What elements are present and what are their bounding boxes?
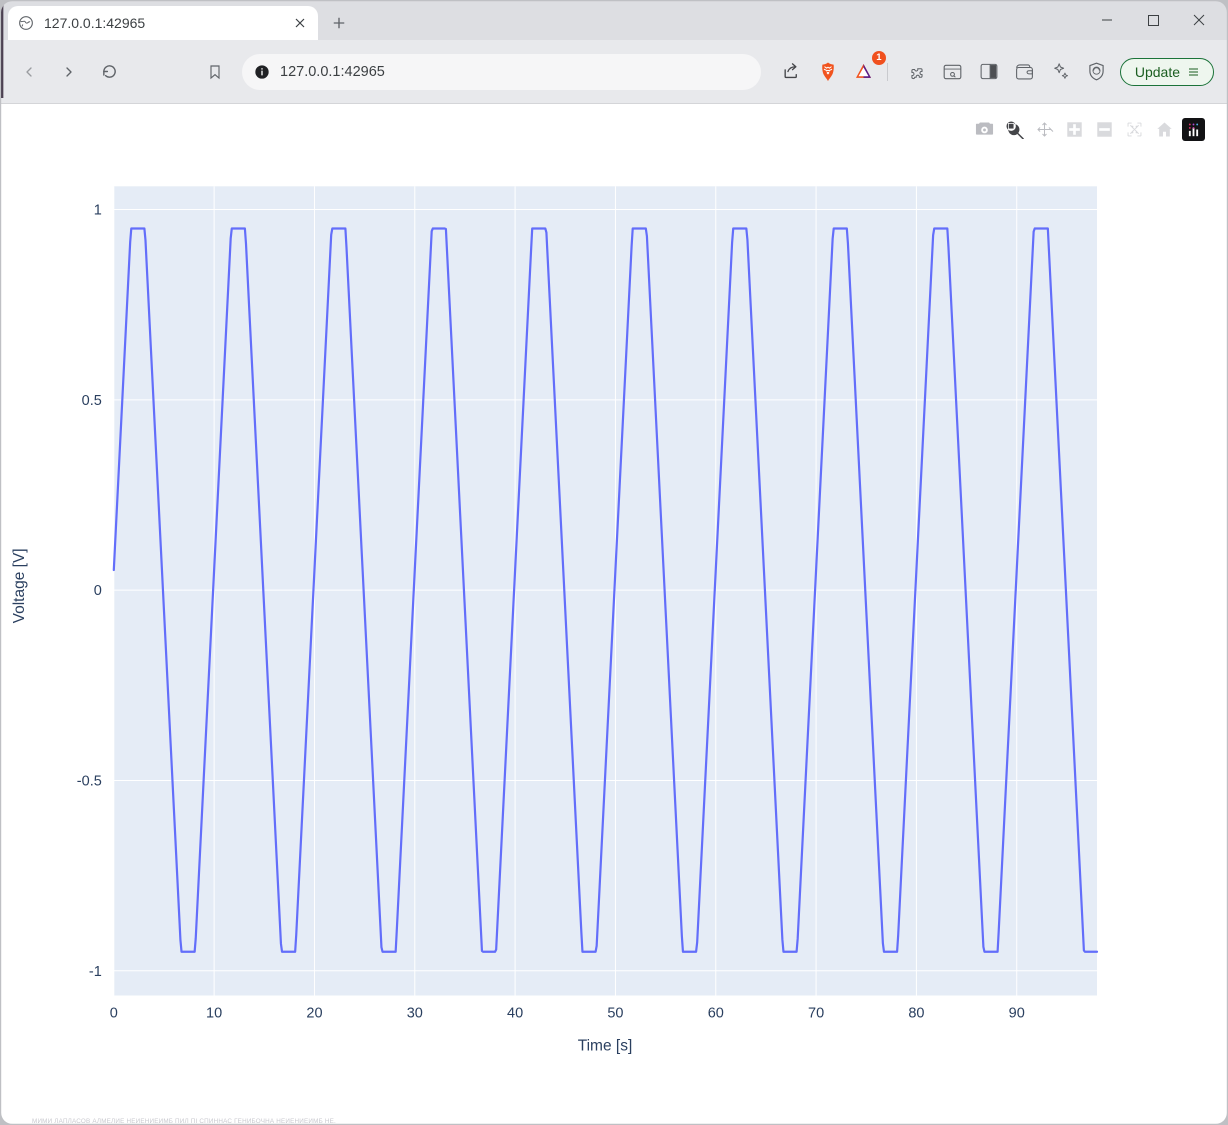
svg-text:Time [s]: Time [s] xyxy=(578,1038,633,1055)
svg-text:40: 40 xyxy=(507,1006,523,1022)
svg-text:Voltage [V]: Voltage [V] xyxy=(11,548,28,623)
svg-text:60: 60 xyxy=(708,1006,724,1022)
svg-text:80: 80 xyxy=(908,1006,924,1022)
svg-text:50: 50 xyxy=(607,1006,623,1022)
svg-text:10: 10 xyxy=(206,1006,222,1022)
svg-text:1: 1 xyxy=(94,203,102,219)
svg-text:-1: -1 xyxy=(89,964,102,980)
svg-text:0: 0 xyxy=(110,1006,118,1022)
svg-text:70: 70 xyxy=(808,1006,824,1022)
svg-text:30: 30 xyxy=(407,1006,423,1022)
svg-text:20: 20 xyxy=(306,1006,322,1022)
svg-text:-0.5: -0.5 xyxy=(77,773,102,789)
svg-text:90: 90 xyxy=(1009,1006,1025,1022)
svg-text:0: 0 xyxy=(94,583,102,599)
svg-text:0.5: 0.5 xyxy=(82,393,102,409)
